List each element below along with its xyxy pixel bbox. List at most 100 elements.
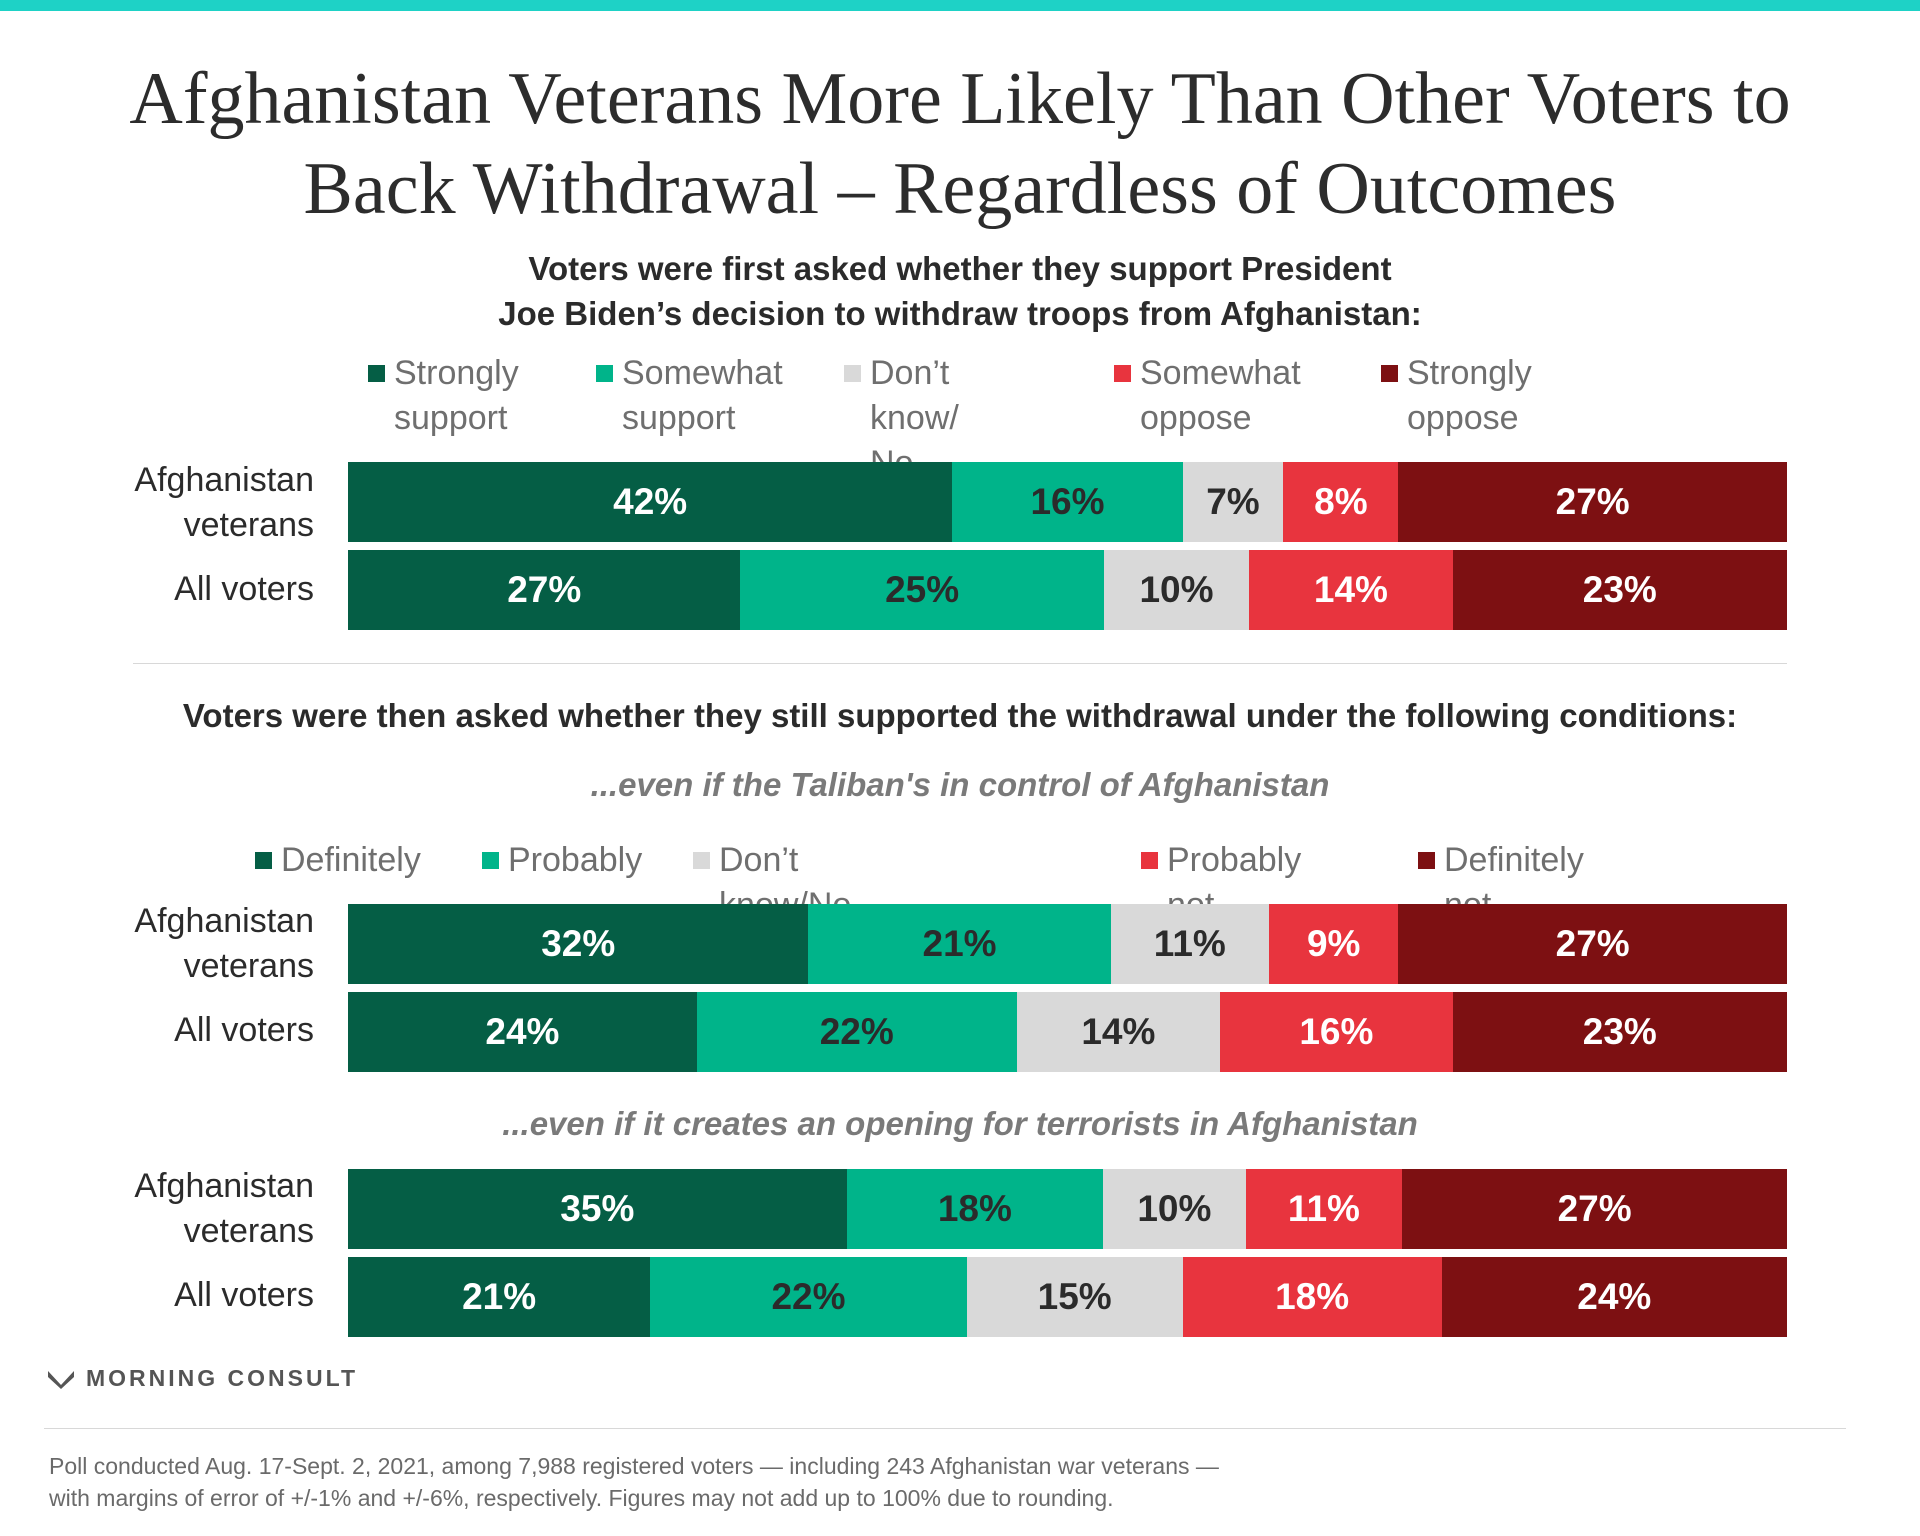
- data-label: 10%: [1137, 1188, 1212, 1229]
- data-label: 25%: [885, 569, 960, 610]
- bar-segment: 10%: [1103, 1169, 1246, 1249]
- brand-mark-icon: [48, 1370, 74, 1389]
- legend-label: Probably: [508, 841, 643, 879]
- data-label: 14%: [1081, 1011, 1156, 1052]
- condition-terrorists: ...even if it creates an opening for ter…: [502, 1105, 1418, 1142]
- data-label: 7%: [1206, 481, 1260, 522]
- bar-segment: 27%: [1398, 904, 1787, 984]
- brand-logo: MORNING CONSULT: [46, 1365, 358, 1392]
- bar-segment: 42%: [348, 462, 953, 542]
- bar-segment: 21%: [808, 904, 1111, 984]
- bar-segment: 35%: [348, 1169, 847, 1249]
- stacked-bar: 42% 16% 7% 8% 27%: [348, 462, 1787, 542]
- legend-item: Somewhat support: [596, 351, 783, 441]
- data-label: 23%: [1582, 569, 1657, 610]
- legend-item: Probably not: [1141, 838, 1301, 928]
- bar-segment: 22%: [696, 992, 1017, 1072]
- data-label: 22%: [771, 1276, 846, 1317]
- data-label: 10%: [1139, 569, 1214, 610]
- row-label: Afghanistan veterans: [134, 461, 314, 544]
- stacked-bar: 35% 18% 10% 11% 27%: [348, 1169, 1787, 1249]
- bar-segment: 22%: [650, 1257, 967, 1337]
- legend-item: Probably: [482, 838, 642, 883]
- data-label: 21%: [462, 1276, 537, 1317]
- data-label: 11%: [1287, 1188, 1360, 1229]
- legend-item: Definitely: [255, 838, 421, 883]
- data-label: 15%: [1037, 1276, 1112, 1317]
- bar-segment: 18%: [846, 1169, 1104, 1249]
- data-label: 27%: [1555, 923, 1630, 964]
- legend-label: Probably not: [1167, 841, 1302, 924]
- bar-segment: 14%: [1249, 550, 1453, 630]
- data-label: 24%: [1577, 1276, 1652, 1317]
- legend-label: Somewhat support: [622, 354, 783, 437]
- bar-segment: 16%: [952, 462, 1183, 542]
- question-2: Voters were then asked whether they stil…: [182, 697, 1738, 734]
- divider: [133, 663, 1787, 664]
- bar-segment: 15%: [966, 1257, 1183, 1337]
- row-label: All voters: [174, 570, 314, 608]
- legend-label: Strongly oppose: [1407, 354, 1532, 437]
- legend-swatch: [693, 852, 710, 869]
- bar-segment: 11%: [1110, 904, 1269, 984]
- accent-top-bar: [0, 0, 1920, 11]
- condition-taliban: ...even if the Taliban's in control of A…: [590, 766, 1330, 803]
- data-label: 14%: [1313, 569, 1388, 610]
- stacked-bar: 32% 21% 11% 9% 27%: [348, 904, 1787, 984]
- footer-divider: [44, 1428, 1846, 1429]
- bar-segment: 24%: [348, 992, 697, 1072]
- data-label: 27%: [1555, 481, 1630, 522]
- legend-label: Strongly support: [394, 354, 519, 437]
- legend-item: Somewhat oppose: [1114, 351, 1301, 441]
- data-label: 24%: [485, 1011, 560, 1052]
- question-1: Voters were first asked whether they sup…: [498, 250, 1422, 332]
- row-label: Afghanistan veterans: [134, 902, 314, 985]
- bar-segment: 21%: [348, 1257, 651, 1337]
- bar-segment: 9%: [1268, 904, 1399, 984]
- bar-segment: 8%: [1283, 462, 1399, 542]
- data-label: 11%: [1153, 923, 1226, 964]
- bar-segment: 7%: [1182, 462, 1284, 542]
- legend-swatch: [482, 852, 499, 869]
- bar-segment: 25%: [740, 550, 1104, 630]
- stacked-bar: 21% 22% 15% 18% 24%: [348, 1257, 1787, 1337]
- data-label: 9%: [1306, 923, 1361, 964]
- data-label: 35%: [560, 1188, 635, 1229]
- data-label: 32%: [541, 923, 616, 964]
- data-label: 16%: [1299, 1011, 1374, 1052]
- data-label: 23%: [1582, 1011, 1657, 1052]
- bar-segment: 32%: [348, 904, 809, 984]
- legend-swatch: [255, 852, 272, 869]
- chart-title: Afghanistan Veterans More Likely Than Ot…: [129, 58, 1791, 230]
- brand-name: MORNING CONSULT: [86, 1365, 359, 1391]
- legend-swatch: [1381, 365, 1398, 382]
- bar-segment: 10%: [1103, 550, 1250, 630]
- legend-label: Somewhat oppose: [1140, 354, 1301, 437]
- data-label: 22%: [819, 1011, 894, 1052]
- legend-swatch: [1114, 365, 1131, 382]
- legend-swatch: [1141, 852, 1158, 869]
- legend-swatch: [1418, 852, 1435, 869]
- stacked-bar: 27% 25% 10% 14% 23%: [348, 550, 1787, 630]
- bar-segment: 27%: [348, 550, 741, 630]
- row-label: Afghanistan veterans: [134, 1167, 314, 1250]
- bar-segment: 23%: [1452, 992, 1787, 1072]
- data-label: 18%: [937, 1188, 1012, 1229]
- legend-item: Strongly support: [368, 351, 519, 441]
- data-label: 27%: [1557, 1188, 1632, 1229]
- legend-swatch: [844, 365, 861, 382]
- data-label: 27%: [507, 569, 582, 610]
- stacked-bar: 24% 22% 14% 16% 23%: [348, 992, 1787, 1072]
- legend-label: Definitely: [281, 841, 421, 879]
- row-label: All voters: [174, 1276, 314, 1314]
- bar-segment: 16%: [1220, 992, 1453, 1072]
- data-label: 16%: [1030, 481, 1105, 522]
- data-label: 42%: [613, 481, 688, 522]
- footnote: Poll conducted Aug. 17-Sept. 2, 2021, am…: [49, 1453, 1219, 1511]
- bar-segment: 14%: [1016, 992, 1221, 1072]
- legend-swatch: [596, 365, 613, 382]
- row-label: All voters: [174, 1011, 314, 1049]
- legend-swatch: [368, 365, 385, 382]
- bar-segment: 27%: [1398, 462, 1787, 542]
- legend-item: Strongly oppose: [1381, 351, 1532, 441]
